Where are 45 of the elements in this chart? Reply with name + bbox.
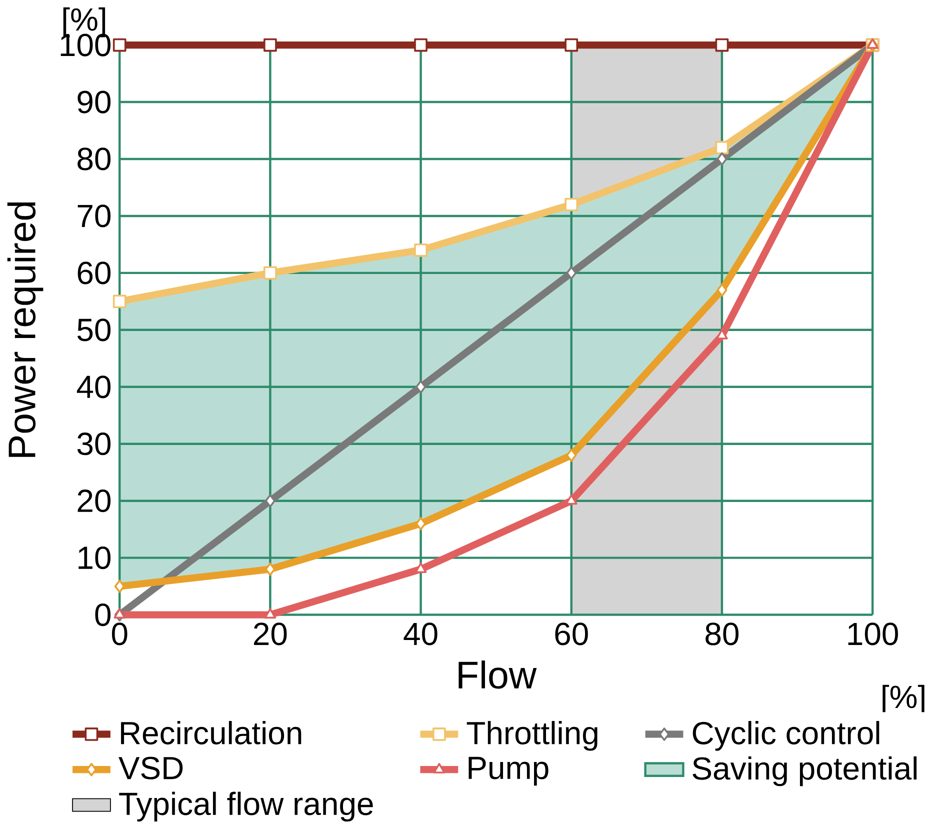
x-axis-title: Flow [458,660,537,689]
point [566,266,577,280]
legend-label: VSD [118,756,183,780]
point [564,198,578,212]
x-tick-label: 80 [706,622,739,646]
point [716,283,728,297]
y-tick-label: 60 [78,262,111,284]
point [566,448,577,462]
legend-label: Pump [468,756,548,786]
y-tick-label: 90 [78,90,111,114]
legend-label: Typical flow range [119,792,373,822]
y-tick-label: 40 [76,376,111,398]
point [264,38,277,52]
x-tick-label: 40 [404,622,438,646]
point [716,152,728,166]
legend-label: Cyclic control [692,720,880,751]
x-tick-label: 60 [555,622,588,646]
legend-label: Throttling [466,720,598,751]
y-tick-label: 50 [77,318,111,342]
x-tick-label: 0 [112,622,128,646]
point [715,38,729,52]
point [716,328,728,340]
y-tick-label: 30 [77,432,111,456]
legend-label: Saving potential [692,756,917,786]
point [264,608,276,619]
y-tick-label: 20 [78,489,111,512]
point [414,243,428,257]
point [564,38,578,52]
point [264,266,277,280]
x-tick-label: 20 [254,622,287,646]
point [416,380,426,394]
y-axis-title: Power required [7,202,44,457]
y-tick-label: 0 [95,603,111,626]
y-tick-label: 10 [78,546,111,570]
y-tick-label: 80 [78,148,111,170]
point [112,294,126,308]
x-tick-label: 100 [848,622,898,646]
point [416,516,426,530]
point [114,580,125,593]
point [715,140,729,154]
y-tick-label: 70 [78,204,111,228]
point [414,38,428,52]
point [264,494,276,508]
legend-label: Recirculation [121,720,302,744]
point [112,38,126,52]
